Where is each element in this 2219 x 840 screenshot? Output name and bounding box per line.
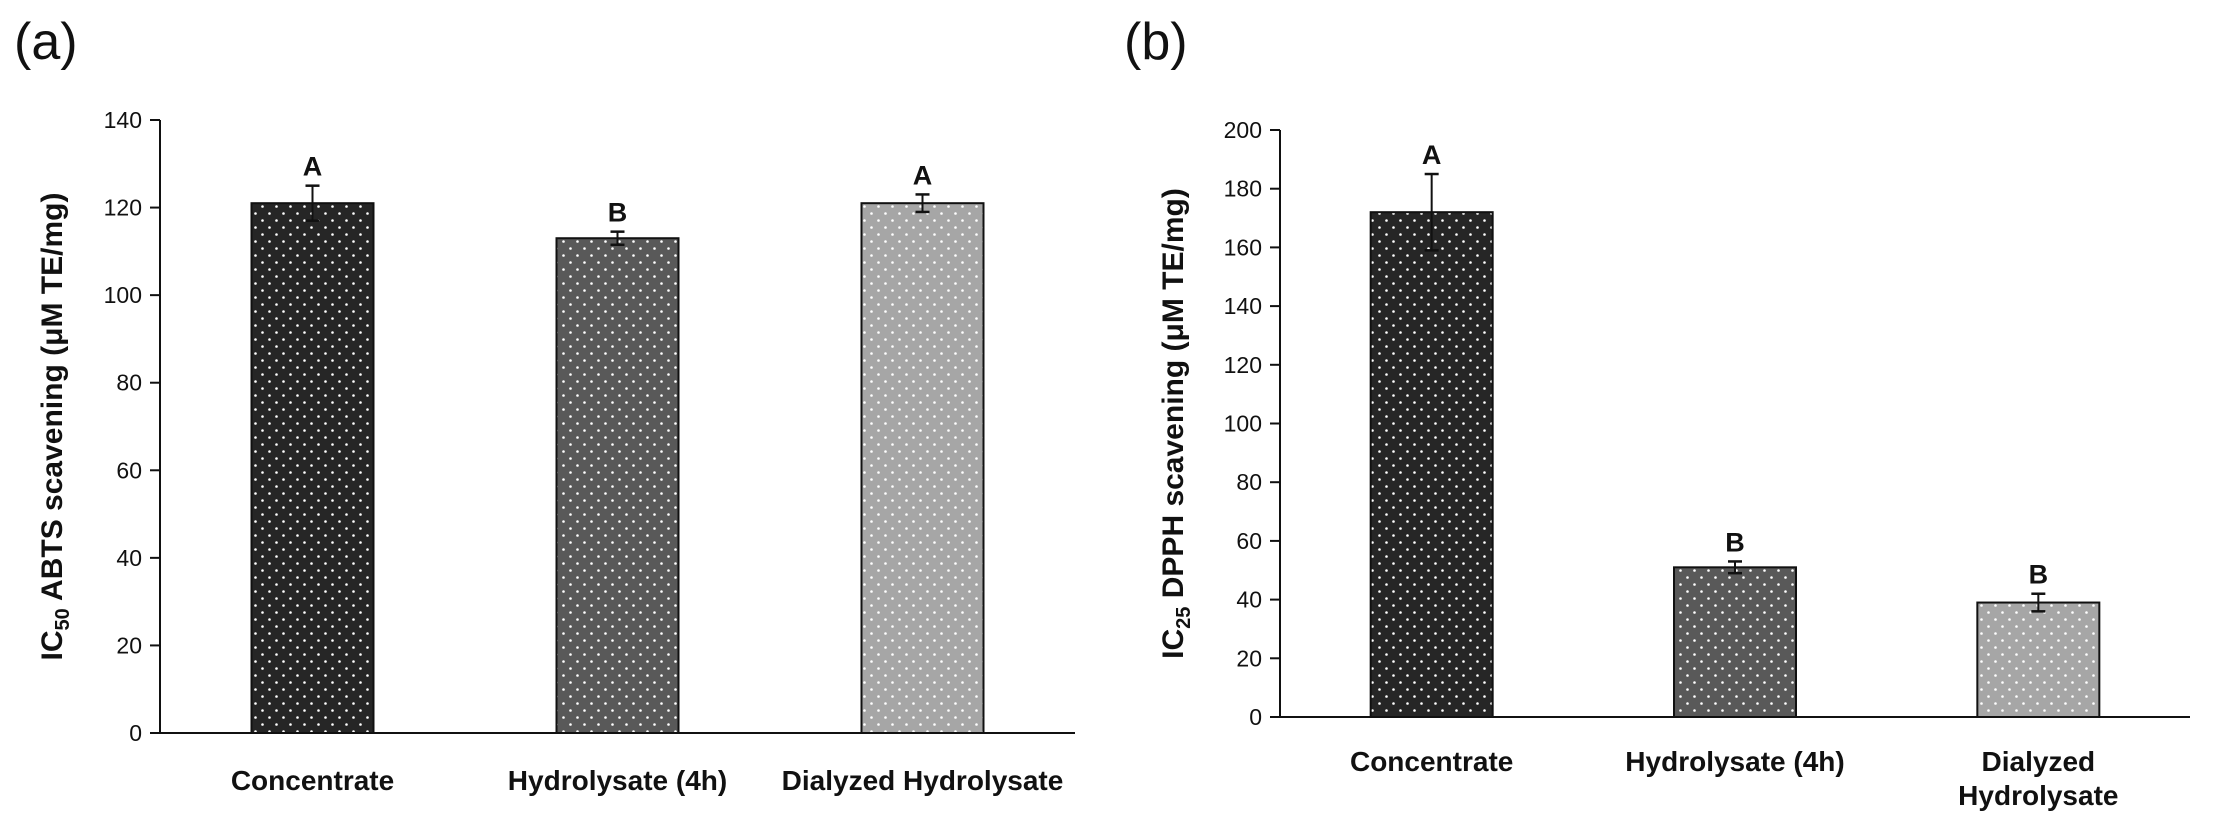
chart-b-svg: 0 20 40 60 80 100 120 140 160 180 200 IC25 DPPH sca…	[1157, 117, 2190, 811]
y-axis-label-main: IC	[1157, 629, 1190, 659]
bar	[1369, 211, 1494, 718]
chart-a-svg: 0 20 40 60 80 100 120 140 IC50 ABTS scavening (μ…	[36, 107, 1075, 796]
y-tick-label: 120	[1224, 352, 1262, 378]
x-category-label: Hydrolysate	[1958, 780, 2118, 811]
significance-label: A	[1422, 140, 1442, 170]
y-tick-label: 20	[1236, 645, 1262, 671]
y-tick-label: 120	[104, 195, 142, 221]
y-axis-label-subscript: 25	[1173, 607, 1195, 629]
y-axis-label-main: IC	[36, 630, 69, 660]
y-tick-label: 180	[1224, 176, 1262, 202]
bar	[860, 202, 985, 734]
chart-panel-a: (a) 0 20 40 60 80 100 120 140 IC50 ABTS scavenin…	[14, 13, 1075, 796]
panel-label-a: (a)	[14, 13, 78, 71]
y-axis-label-rest: DPPH scavening (μM TE/mg)	[1157, 188, 1190, 606]
y-tick-label: 100	[104, 282, 142, 308]
significance-label: B	[1725, 527, 1745, 557]
significance-label: A	[303, 152, 323, 182]
x-category-label: Concentrate	[1350, 746, 1513, 777]
significance-label: A	[913, 160, 933, 190]
y-tick-label: 60	[116, 457, 142, 483]
bar	[555, 237, 680, 734]
y-axis-label: IC50 ABTS scavening (μM TE/mg)	[36, 193, 74, 661]
significance-label: B	[608, 198, 628, 228]
y-tick-label: 60	[1236, 528, 1262, 554]
bar	[1673, 566, 1797, 718]
y-axis-label: IC25 DPPH scavening (μM TE/mg)	[1157, 188, 1195, 659]
bar	[250, 202, 375, 734]
x-category-label: Concentrate	[231, 765, 394, 796]
y-tick-label: 80	[116, 370, 142, 396]
x-category-label: Hydrolysate (4h)	[1625, 746, 1844, 777]
y-tick-label: 40	[116, 545, 142, 571]
y-tick-label: 160	[1224, 234, 1262, 260]
y-tick-label: 140	[1224, 293, 1262, 319]
y-tick-label: 140	[104, 107, 142, 133]
bar	[1976, 601, 2101, 718]
x-category-label: Dialyzed	[1982, 746, 2096, 777]
x-category-label: Dialyzed Hydrolysate	[782, 765, 1064, 796]
y-axis-label-subscript: 50	[52, 608, 74, 630]
y-tick-label: 200	[1224, 117, 1262, 143]
y-tick-label: 100	[1224, 411, 1262, 437]
significance-label: B	[2029, 560, 2049, 590]
chart-panel-b: (b) 0 20 40 60 80 100 120 140 160 180 200 IC25 DPPH…	[1110, 0, 2219, 840]
y-axis-label-rest: ABTS scavening (μM TE/mg)	[36, 193, 69, 609]
y-tick-label: 80	[1236, 469, 1262, 495]
y-tick-label: 40	[1236, 587, 1262, 613]
y-tick-label: 0	[129, 720, 142, 746]
y-tick-label: 20	[116, 632, 142, 658]
x-category-label: Hydrolysate (4h)	[508, 765, 727, 796]
panel-label-b: (b)	[1124, 13, 1188, 71]
y-tick-label: 0	[1249, 704, 1262, 730]
